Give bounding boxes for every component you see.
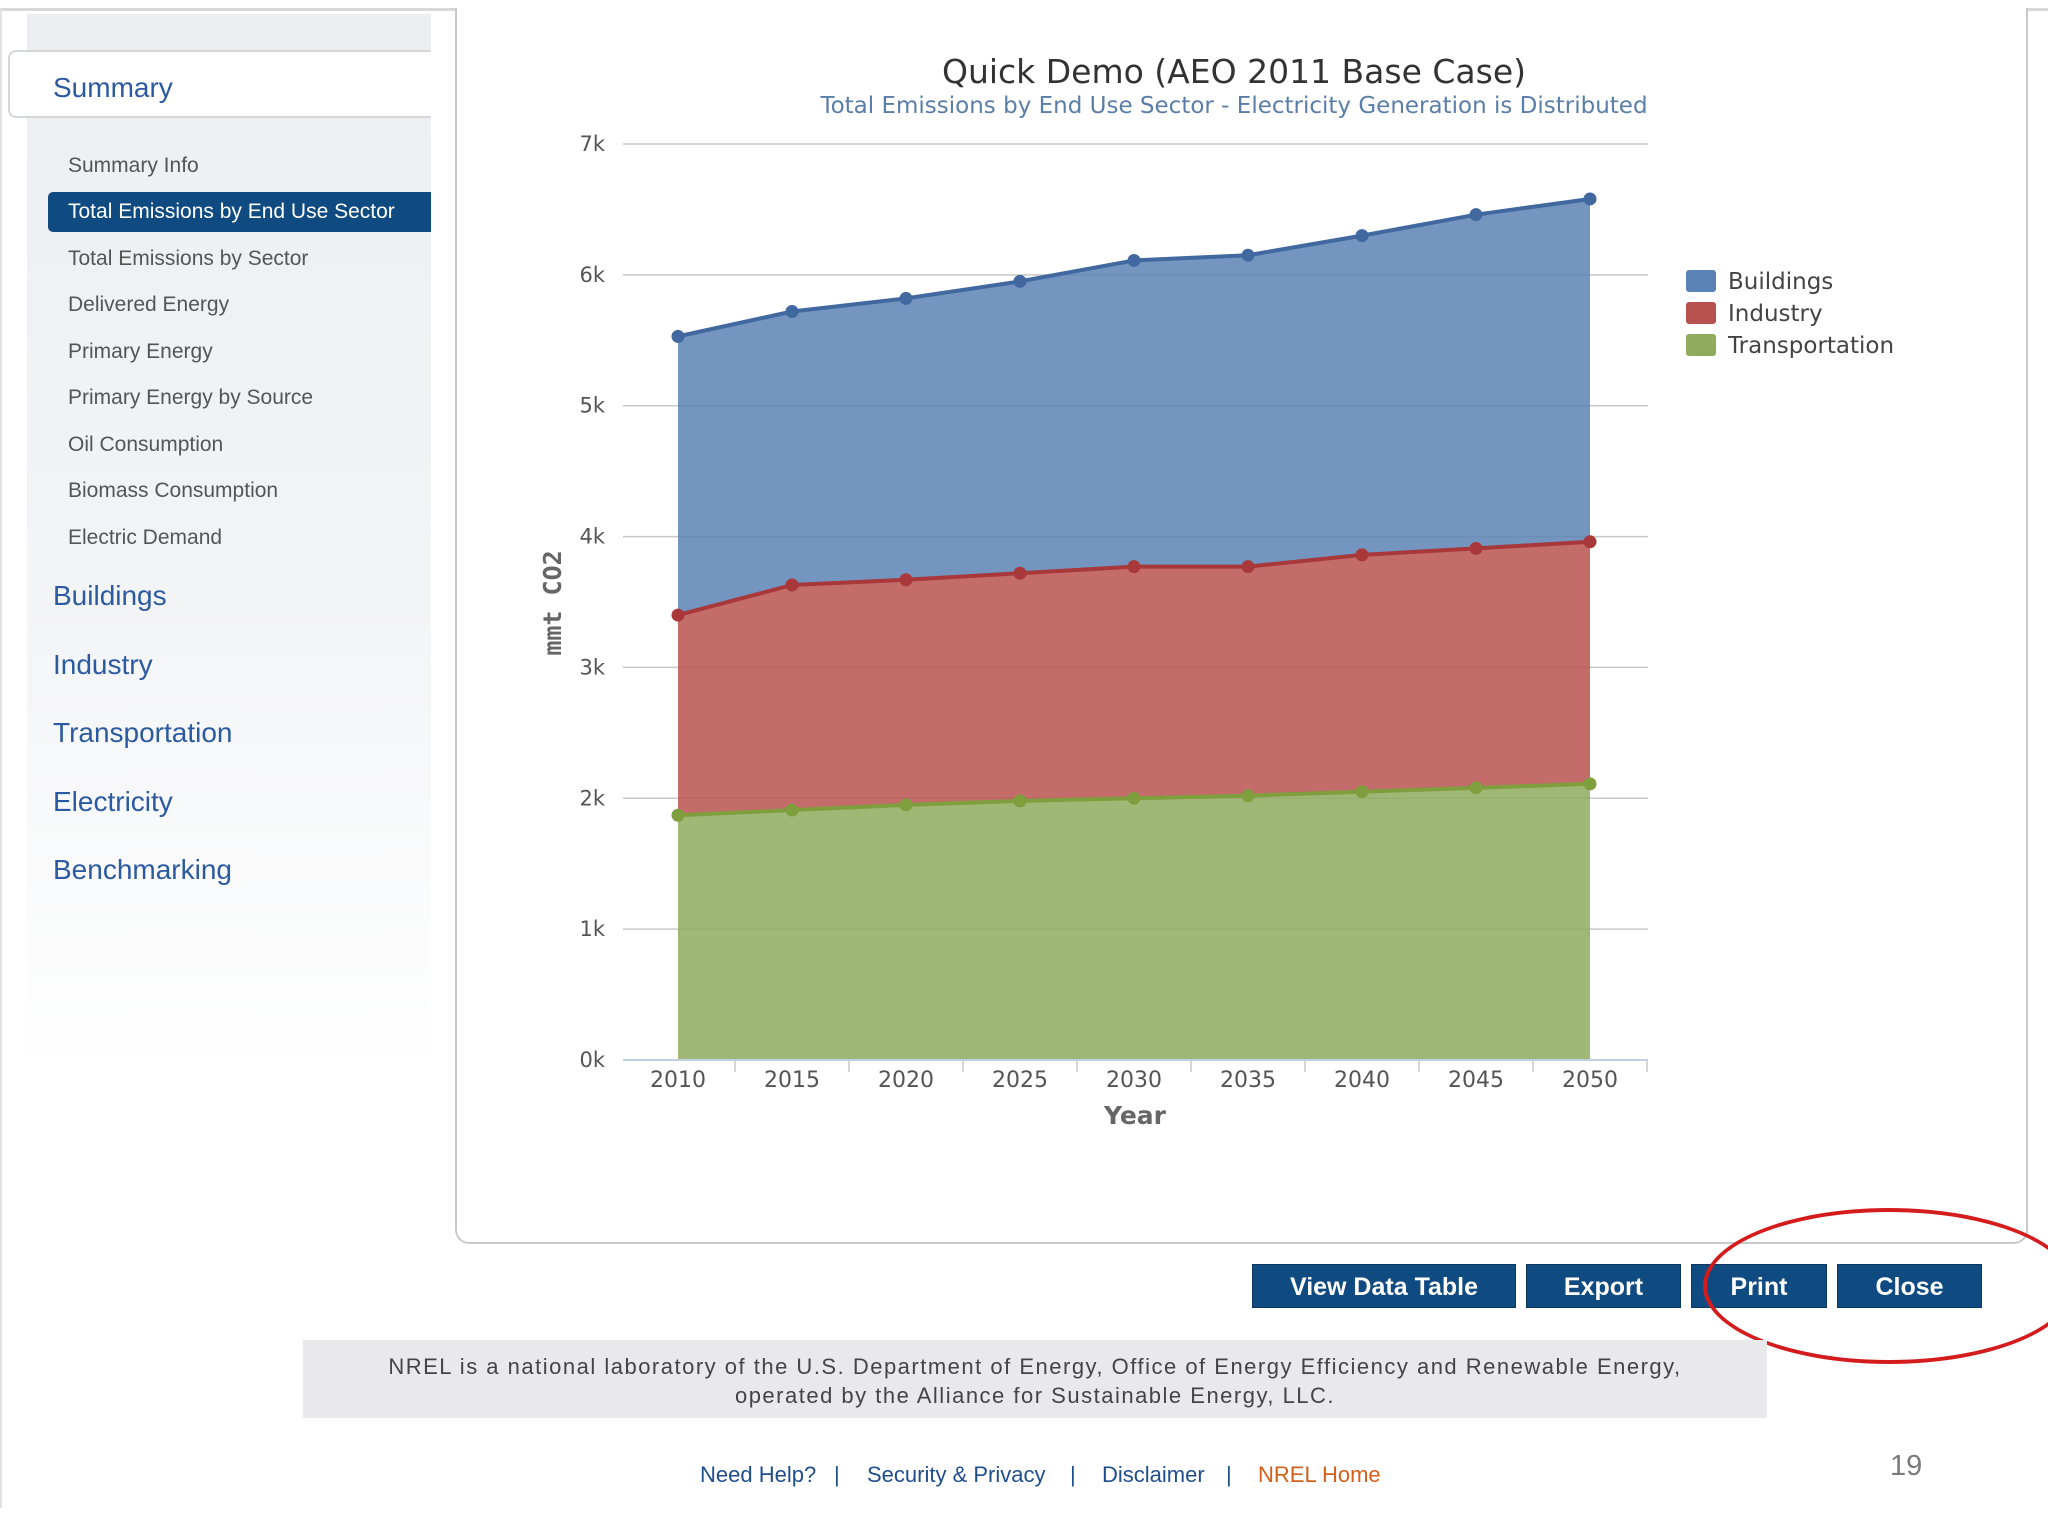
point-transportation [899, 798, 913, 812]
need-help-link[interactable]: Need Help? [700, 1462, 817, 1487]
x-tick-label: 2045 [1448, 1068, 1504, 1093]
export-button[interactable]: Export [1526, 1264, 1681, 1308]
sidebar-item-primary-energy[interactable]: Primary Energy [68, 340, 213, 363]
chart-lines [671, 192, 1597, 822]
chart-areas [678, 198, 1590, 1060]
point-industry [1013, 566, 1027, 580]
x-tick-label: 2030 [1106, 1068, 1162, 1093]
x-tick-label: 2020 [878, 1068, 934, 1093]
footer-separator: | [834, 1462, 840, 1487]
sidebar-item-total-emissions-sector[interactable]: Total Emissions by Sector [68, 247, 309, 270]
footer-separator: | [1070, 1462, 1076, 1487]
sidebar-item-delivered-energy[interactable]: Delivered Energy [68, 293, 230, 316]
area-industry [678, 541, 1590, 816]
sidebar-item-oil-consumption[interactable]: Oil Consumption [68, 433, 224, 456]
security-privacy-link[interactable]: Security & Privacy [867, 1462, 1046, 1487]
y-tick-label: 5k [579, 394, 605, 418]
y-tick-label: 7k [579, 132, 605, 156]
y-tick-label: 6k [579, 263, 605, 287]
x-tick-label: 2040 [1334, 1068, 1390, 1093]
point-industry [671, 608, 685, 622]
chart-subtitle: Total Emissions by End Use Sector - Elec… [819, 93, 1647, 119]
point-transportation [1469, 781, 1483, 795]
disclaimer-link[interactable]: Disclaimer [1102, 1462, 1205, 1487]
area-transportation [678, 783, 1590, 1060]
left-rule [0, 8, 2, 1508]
x-tick-label: 2050 [1562, 1068, 1618, 1093]
sidebar-item-electricity[interactable]: Electricity [53, 786, 173, 817]
x-tick-label: 2035 [1220, 1068, 1276, 1093]
chart-ticks: 0k 1k 2k 3k 4k 5k 6k 7k 2010 2015 2020 2025 2030 2035… [579, 132, 1648, 1093]
footer-note: NREL is a national laboratory of the U.S… [303, 1340, 1767, 1418]
print-button[interactable]: Print [1691, 1264, 1827, 1308]
y-tick-label: 1k [579, 917, 605, 941]
x-tick-label: 2025 [992, 1068, 1048, 1093]
point-transportation [1013, 794, 1027, 808]
sidebar-item-biomass-consumption[interactable]: Biomass Consumption [68, 479, 279, 502]
point-industry [1583, 535, 1597, 549]
point-buildings [899, 291, 913, 305]
point-buildings [1469, 208, 1483, 222]
point-buildings [785, 304, 799, 318]
legend-label-buildings: Buildings [1728, 269, 1833, 295]
x-axis-label: Year [1103, 1101, 1167, 1130]
nrel-home-link[interactable]: NREL Home [1258, 1462, 1381, 1487]
x-tick-label: 2010 [650, 1068, 706, 1093]
point-buildings [1013, 274, 1027, 288]
point-industry [1127, 560, 1141, 574]
point-transportation [1355, 785, 1369, 799]
point-industry [1355, 548, 1369, 562]
point-transportation [1241, 789, 1255, 803]
sidebar-item-total-emissions-end-use[interactable]: Total Emissions by End Use Sector [48, 192, 431, 232]
point-buildings [1355, 229, 1369, 243]
y-tick-label: 3k [579, 655, 605, 679]
chart-legend: Buildings Industry Transportation [1686, 269, 1894, 359]
legend-swatch-transportation [1686, 334, 1716, 356]
sidebar-item-industry[interactable]: Industry [53, 649, 153, 680]
sidebar [27, 14, 431, 1074]
sidebar-item-benchmarking[interactable]: Benchmarking [53, 854, 232, 885]
legend-swatch-buildings [1686, 270, 1716, 292]
legend-swatch-industry [1686, 302, 1716, 324]
close-button[interactable]: Close [1837, 1264, 1982, 1308]
point-transportation [1127, 791, 1141, 805]
y-tick-label: 4k [579, 525, 605, 549]
point-industry [785, 578, 799, 592]
y-tick-label: 0k [579, 1048, 605, 1072]
point-transportation [785, 803, 799, 817]
summary-tab[interactable]: Summary [8, 50, 431, 118]
point-industry [1241, 560, 1255, 574]
page-number: 19 [1890, 1450, 1923, 1482]
legend-label-industry: Industry [1728, 301, 1823, 327]
point-transportation [671, 808, 685, 822]
y-axis-label: mmt CO2 [538, 550, 567, 655]
sidebar-item-buildings[interactable]: Buildings [53, 580, 167, 611]
legend-label-transportation: Transportation [1727, 333, 1894, 359]
view-data-table-button[interactable]: View Data Table [1252, 1264, 1516, 1308]
point-industry [899, 573, 913, 587]
emissions-area-chart: Quick Demo (AEO 2011 Base Case) Total Em… [538, 52, 1894, 1130]
sidebar-item-summary-info[interactable]: Summary Info [68, 154, 199, 177]
x-tick-label: 2015 [764, 1068, 820, 1093]
footer-separator: | [1226, 1462, 1232, 1487]
chart-title: Quick Demo (AEO 2011 Base Case) [942, 52, 1526, 91]
footer-note-line1: NREL is a national laboratory of the U.S… [388, 1354, 1682, 1379]
summary-tab-label: Summary [53, 72, 173, 103]
sidebar-item-transportation[interactable]: Transportation [53, 717, 233, 748]
point-buildings [1583, 192, 1597, 206]
point-transportation [1583, 777, 1597, 791]
point-industry [1469, 541, 1483, 555]
y-tick-label: 2k [579, 786, 605, 810]
point-buildings [671, 329, 685, 343]
sidebar-item-electric-demand[interactable]: Electric Demand [68, 526, 223, 549]
footer-note-line2: operated by the Alliance for Sustainable… [734, 1383, 1336, 1408]
point-buildings [1127, 253, 1141, 267]
point-buildings [1241, 248, 1255, 262]
sidebar-item-primary-energy-source[interactable]: Primary Energy by Source [68, 386, 314, 409]
